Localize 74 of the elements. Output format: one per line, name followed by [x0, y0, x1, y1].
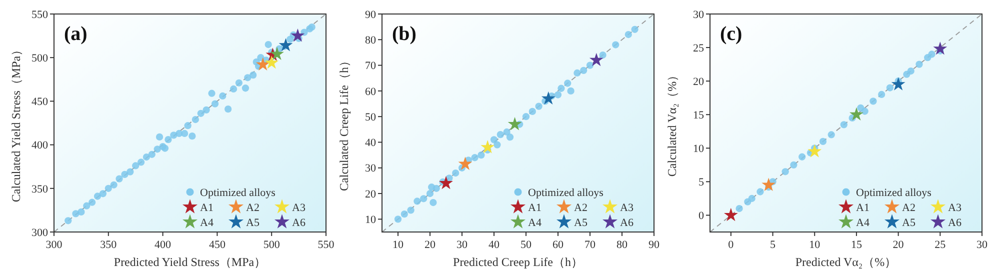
- y-tick-label: 10: [365, 214, 376, 226]
- y-tick-label: 25: [693, 42, 704, 54]
- x-tick-label: 10: [392, 239, 404, 251]
- legend-label: Optimized alloys: [856, 186, 932, 199]
- x-tick-label: 10: [809, 239, 821, 251]
- y-tick-label: 450: [32, 96, 48, 108]
- x-tick-label: 20: [892, 239, 904, 251]
- legend-label: Optimized alloys: [200, 186, 276, 199]
- x-tick-label: 550: [318, 239, 335, 251]
- x-axis-title: Predicted Creep Life（h）: [453, 255, 583, 269]
- x-tick-label: 50: [520, 239, 532, 251]
- legend-label: A4: [200, 216, 214, 229]
- x-tick-label: 30: [976, 239, 988, 251]
- x-tick-label: 5: [770, 239, 776, 251]
- y-tick-label: 30: [365, 162, 376, 175]
- x-axis-title: Predicted Yield Stress（MPa）: [114, 255, 266, 269]
- y-tick-label: 300: [32, 226, 48, 239]
- legend-label: A6: [948, 216, 962, 229]
- y-tick-label: 550: [32, 8, 48, 21]
- x-tick-label: 40: [488, 239, 500, 251]
- x-tick-label: 15: [850, 239, 862, 251]
- legend-label: A3: [948, 202, 962, 214]
- annotation: (c): [720, 23, 742, 45]
- y-tick-label: 40: [365, 137, 376, 150]
- legend-label: A6: [292, 216, 306, 229]
- x-tick-label: 400: [154, 239, 172, 251]
- x-tick-label: 500: [263, 239, 280, 251]
- y-tick-label: 70: [365, 60, 376, 72]
- y-tick-label: 350: [32, 183, 48, 196]
- legend-label: A4: [528, 216, 542, 229]
- y-axis-title: Calculated Yield Stress（MPa）: [9, 44, 23, 202]
- y-tick-label: 500: [32, 52, 48, 64]
- legend-label: Optimized alloys: [528, 186, 604, 199]
- y-tick-label: 60: [365, 86, 376, 98]
- x-tick-label: 450: [208, 239, 226, 251]
- legend-label: A1: [856, 202, 870, 214]
- x-tick-label: 30: [456, 239, 468, 251]
- annotation: (b): [392, 23, 416, 45]
- legend-label: A5: [246, 216, 260, 229]
- y-axis-title: Calculated Vα₂（%）: [665, 69, 679, 177]
- legend-label: A3: [620, 202, 634, 214]
- y-tick-label: 5: [698, 176, 704, 189]
- legend-label: A2: [574, 202, 588, 214]
- x-tick-label: 20: [424, 239, 436, 251]
- legend-label: A5: [574, 216, 588, 229]
- x-axis-title: Predicted Vα₂（%）: [795, 255, 897, 269]
- x-tick-label: 25: [934, 239, 946, 251]
- legend-label: A4: [856, 216, 870, 229]
- y-axis-title: Calculated Creep Life（h）: [337, 55, 351, 191]
- legend-label: A2: [902, 202, 916, 214]
- y-tick-label: 10: [693, 143, 704, 156]
- legend-label: A3: [292, 202, 306, 214]
- x-tick-label: 80: [616, 239, 628, 251]
- y-tick-label: 50: [365, 111, 376, 124]
- y-tick-label: 0: [698, 210, 704, 222]
- y-tick-label: 400: [32, 140, 48, 152]
- x-tick-label: 350: [100, 239, 118, 251]
- legend-label: A2: [246, 202, 260, 214]
- legend-label: A1: [200, 202, 214, 214]
- y-tick-label: 30: [693, 8, 704, 21]
- annotation: (a): [64, 23, 88, 45]
- x-tick-label: 90: [648, 239, 660, 251]
- x-tick-label: 60: [552, 239, 564, 251]
- legend-label: A1: [528, 202, 542, 214]
- y-tick-label: 80: [365, 34, 376, 46]
- x-tick-label: 300: [46, 239, 63, 251]
- y-tick-label: 20: [365, 188, 376, 200]
- y-tick-label: 90: [365, 8, 376, 21]
- legend-label: A5: [902, 216, 916, 229]
- legend-label: A6: [620, 216, 634, 229]
- y-tick-label: 15: [693, 109, 704, 122]
- x-tick-label: 70: [584, 239, 596, 251]
- y-tick-label: 20: [693, 76, 704, 88]
- x-tick-label: 0: [728, 239, 734, 251]
